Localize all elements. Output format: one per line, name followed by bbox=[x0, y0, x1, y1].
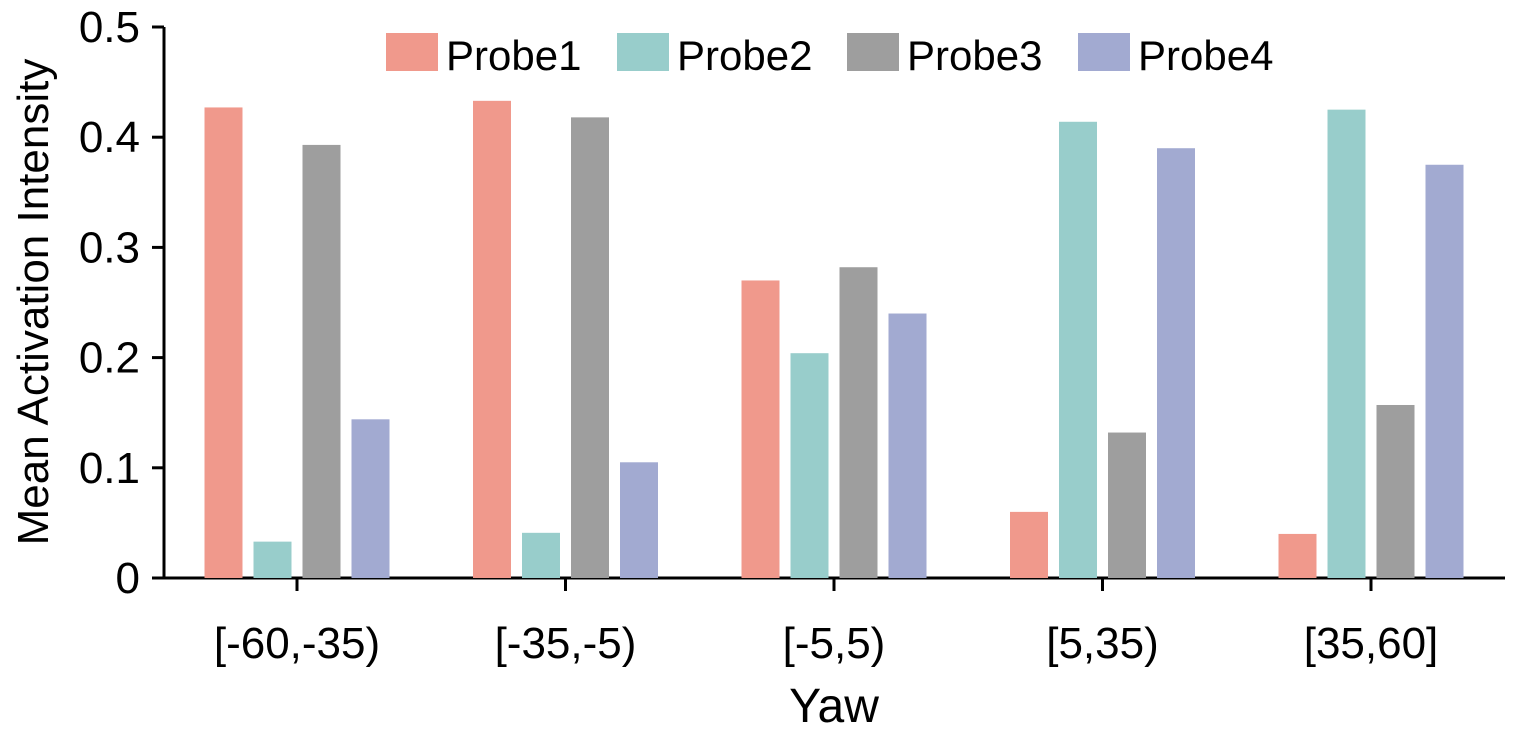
legend-label-probe4: Probe4 bbox=[1138, 32, 1273, 79]
y-tick-label: 0.5 bbox=[79, 3, 140, 52]
x-tick-label: [35,60] bbox=[1304, 619, 1439, 668]
y-ticks: 0 0.1 0.2 0.3 0.4 0.5 bbox=[79, 3, 164, 603]
y-tick-label: 0 bbox=[116, 554, 140, 603]
y-tick-label: 0.1 bbox=[79, 444, 140, 493]
y-tick-label: 0.3 bbox=[79, 223, 140, 272]
x-tick-label: [-5,5) bbox=[783, 619, 886, 668]
x-ticks: [-60,-35) [-35,-5) [-5,5) [5,35) [35,60] bbox=[214, 578, 1438, 668]
legend-label-probe1: Probe1 bbox=[446, 32, 581, 79]
bar-probe2-0 bbox=[253, 541, 292, 578]
x-axis: [-60,-35) [-35,-5) [-5,5) [5,35) [35,60] Yaw bbox=[163, 576, 1505, 730]
bar-probe3-3 bbox=[1108, 432, 1146, 578]
bar-probe2-2 bbox=[790, 353, 829, 578]
y-tick-label: 0.4 bbox=[79, 113, 140, 162]
bar-probe2-1 bbox=[522, 532, 560, 578]
y-tick-label: 0.2 bbox=[79, 334, 140, 383]
bar-probe2-3 bbox=[1059, 121, 1097, 578]
bar-probe4-2 bbox=[888, 313, 927, 578]
bar-probe1-0 bbox=[204, 107, 243, 579]
y-axis: 0 0.1 0.2 0.3 0.4 0.5 Mean Activation Intensi… bbox=[9, 3, 166, 603]
bars bbox=[204, 100, 1464, 579]
legend-swatch-probe4 bbox=[1078, 33, 1130, 71]
bar-probe1-3 bbox=[1010, 511, 1048, 578]
bar-probe4-4 bbox=[1425, 164, 1464, 578]
x-tick-label: [-35,-5) bbox=[495, 619, 637, 668]
x-tick-label: [-60,-35) bbox=[214, 619, 380, 668]
legend-swatch-probe2 bbox=[617, 33, 669, 71]
bar-probe3-0 bbox=[302, 144, 341, 578]
legend: Probe1 Probe2 Probe3 Probe4 bbox=[386, 32, 1273, 79]
bar-probe4-0 bbox=[351, 419, 390, 578]
bar-probe2-4 bbox=[1327, 109, 1366, 579]
legend-swatch-probe1 bbox=[386, 33, 438, 71]
bar-probe3-2 bbox=[839, 267, 878, 578]
bar-probe1-4 bbox=[1278, 533, 1317, 578]
x-tick-label: [5,35) bbox=[1046, 619, 1159, 668]
bar-probe3-4 bbox=[1376, 404, 1415, 578]
legend-swatch-probe3 bbox=[847, 33, 899, 71]
bar-probe3-1 bbox=[571, 117, 609, 578]
bar-probe4-3 bbox=[1157, 148, 1195, 578]
x-axis-label: Yaw bbox=[789, 680, 879, 730]
y-axis-label: Mean Activation Intensity bbox=[9, 59, 58, 546]
bar-probe1-1 bbox=[473, 100, 511, 579]
bar-probe4-1 bbox=[620, 462, 658, 578]
bar-probe1-2 bbox=[741, 280, 780, 578]
legend-label-probe2: Probe2 bbox=[677, 32, 812, 79]
legend-label-probe3: Probe3 bbox=[907, 32, 1042, 79]
